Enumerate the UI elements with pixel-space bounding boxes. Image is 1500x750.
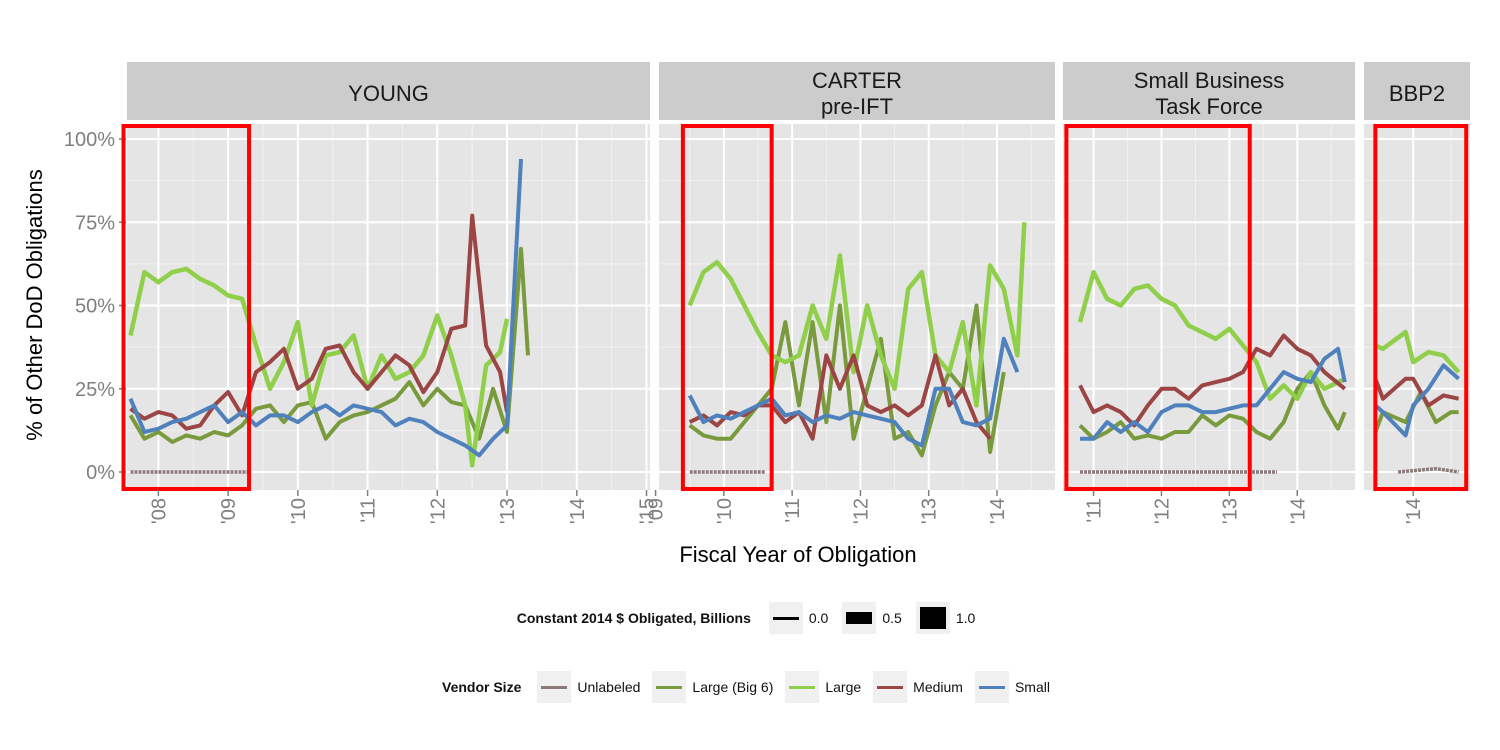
facet-panel [659,124,1055,490]
series-line-small [687,336,1020,448]
x-tick-label: '09 [218,498,240,524]
facet-strip-label: BBP2 [1389,81,1445,106]
x-tick-label: '12 [1151,498,1173,524]
x-tick-label: '10 [714,498,736,524]
highlight-box [1373,124,1469,491]
x-tick-label: '11 [1084,498,1106,523]
x-tick-label: '12 [850,498,872,524]
legend-label-large-big6: Large (Big 6) [692,679,774,695]
x-tick-label: '09 [646,498,668,524]
legend-key-unlabeled [537,671,572,703]
facet-strip-label: Small Business Task Force [1134,68,1284,119]
highlight-box [1064,124,1252,491]
x-tick-label: '10 [288,498,310,524]
facet-strip [1364,62,1470,120]
legend-label-medium: Medium [913,679,963,695]
series-line-medium [1078,333,1347,428]
series-line-small [1374,363,1460,438]
size-label-1: 0.5 [882,610,902,626]
facet-panel [1063,124,1355,490]
legend-key-large-big6 [652,671,687,703]
size-label-0: 0.0 [808,610,829,626]
vendor-legend-title: Vendor Size [442,679,522,695]
x-tick-label: '08 [148,498,170,524]
series-line-medium [1373,376,1460,408]
size-label-2: 1.0 [955,610,976,626]
x-tick-label: '14 [987,498,1009,524]
size-legend: Constant 2014 $ Obligated, Billions 0.0 … [0,602,1500,634]
facet-strip-label: YOUNG [348,81,429,106]
series-line-unlabeled [1397,466,1459,474]
vendor-size-legend: Vendor Size Unlabeled Large (Big 6) Larg… [0,671,1500,703]
faceted-line-chart: 0% 25% 50% 75% 100% % of Other DoD Obligation… [22,62,1470,567]
facet-strip [127,62,650,120]
y-tick-label: 25% [75,379,115,401]
x-axis-title: Fiscal Year of Obligation [679,542,916,567]
highlight-box [680,124,774,491]
x-tick-label: '12 [427,498,449,524]
y-tick-label: 100% [64,129,115,151]
legend-label-large: Large [825,679,862,695]
series-line-medium [129,213,509,431]
x-tick-label: '13 [497,498,519,524]
facet-strip [1063,62,1355,120]
facet-panel [127,124,650,490]
x-tick-label: '15 [637,498,659,524]
legend-label-small: Small [1014,679,1050,695]
series-line-large [1374,329,1461,374]
series-line-large [687,222,1027,408]
x-tick-label: '13 [919,498,941,524]
size-key-small [768,602,803,634]
x-tick-label: '13 [1219,498,1241,524]
x-tick-label: '11 [358,498,380,523]
legend-key-large [785,671,820,703]
series-line-large [128,266,510,468]
x-tick-label: '11 [782,498,804,523]
facet-strip-label: CARTER pre-IFT [812,68,902,119]
x-tick-label: '14 [1287,498,1309,524]
legend-key-medium [873,671,908,703]
size-key-large [915,602,950,634]
legend-key-small [974,671,1009,703]
size-key-medium [842,602,877,634]
facet-panel [1364,124,1470,490]
legend-label-unlabeled: Unlabeled [577,679,641,695]
highlight-box [121,124,252,491]
y-tick-label: 0% [86,462,115,484]
size-legend-title: Constant 2014 $ Obligated, Billions [516,610,751,626]
series-line-small [1080,346,1347,441]
y-tick-label: 75% [75,212,115,234]
x-tick-label: '14 [567,498,589,524]
y-tick-label: 50% [75,296,115,318]
y-axis-title: % of Other DoD Obligations [22,169,47,440]
series-line-small [128,158,523,458]
series-line-large [1077,269,1346,401]
facet-strip [659,62,1055,120]
x-tick-label: '14 [1403,498,1425,524]
